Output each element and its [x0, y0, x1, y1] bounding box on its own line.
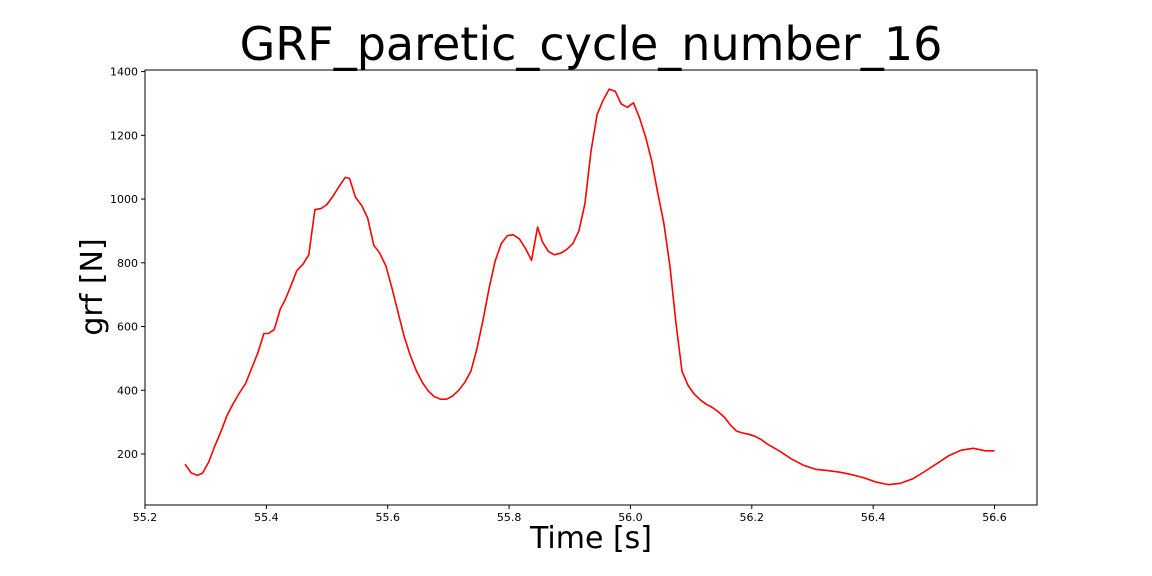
plot-frame: [144, 69, 1038, 506]
y-tick-label: 1400: [110, 66, 138, 79]
y-axis-label: grf [N]: [75, 238, 110, 335]
y-tick-label: 400: [117, 384, 138, 397]
x-tick-label: 55.2: [133, 511, 158, 524]
x-tick-label: 56.0: [618, 511, 643, 524]
x-axis: 55.2 55.4 55.6 55.8 56.0 56.2 56.4 56.6: [133, 505, 1007, 524]
y-tick-label: 1000: [110, 193, 138, 206]
x-tick-label: 56.4: [861, 511, 886, 524]
x-tick-label: 55.8: [497, 511, 522, 524]
x-tick-label: 56.2: [740, 511, 765, 524]
x-tick-label: 55.4: [254, 511, 279, 524]
y-tick-label: 200: [117, 448, 138, 461]
x-tick-label: 56.6: [982, 511, 1007, 524]
y-tick-label: 1200: [110, 129, 138, 142]
x-tick-label: 55.6: [375, 511, 400, 524]
grf-series-line: [184, 88, 995, 486]
y-tick-label: 800: [117, 257, 138, 270]
x-axis-label: Time [s]: [529, 521, 652, 556]
chart-title: GRF_paretic_cycle_number_16: [240, 17, 943, 71]
plot-area: 55.2 55.4 55.6 55.8 56.0 56.2 56.4 56.6 200 400 6…: [110, 66, 1038, 524]
y-axis: 200 400 600 800 1000 1200 1400: [110, 66, 145, 461]
y-tick-label: 600: [117, 321, 138, 334]
